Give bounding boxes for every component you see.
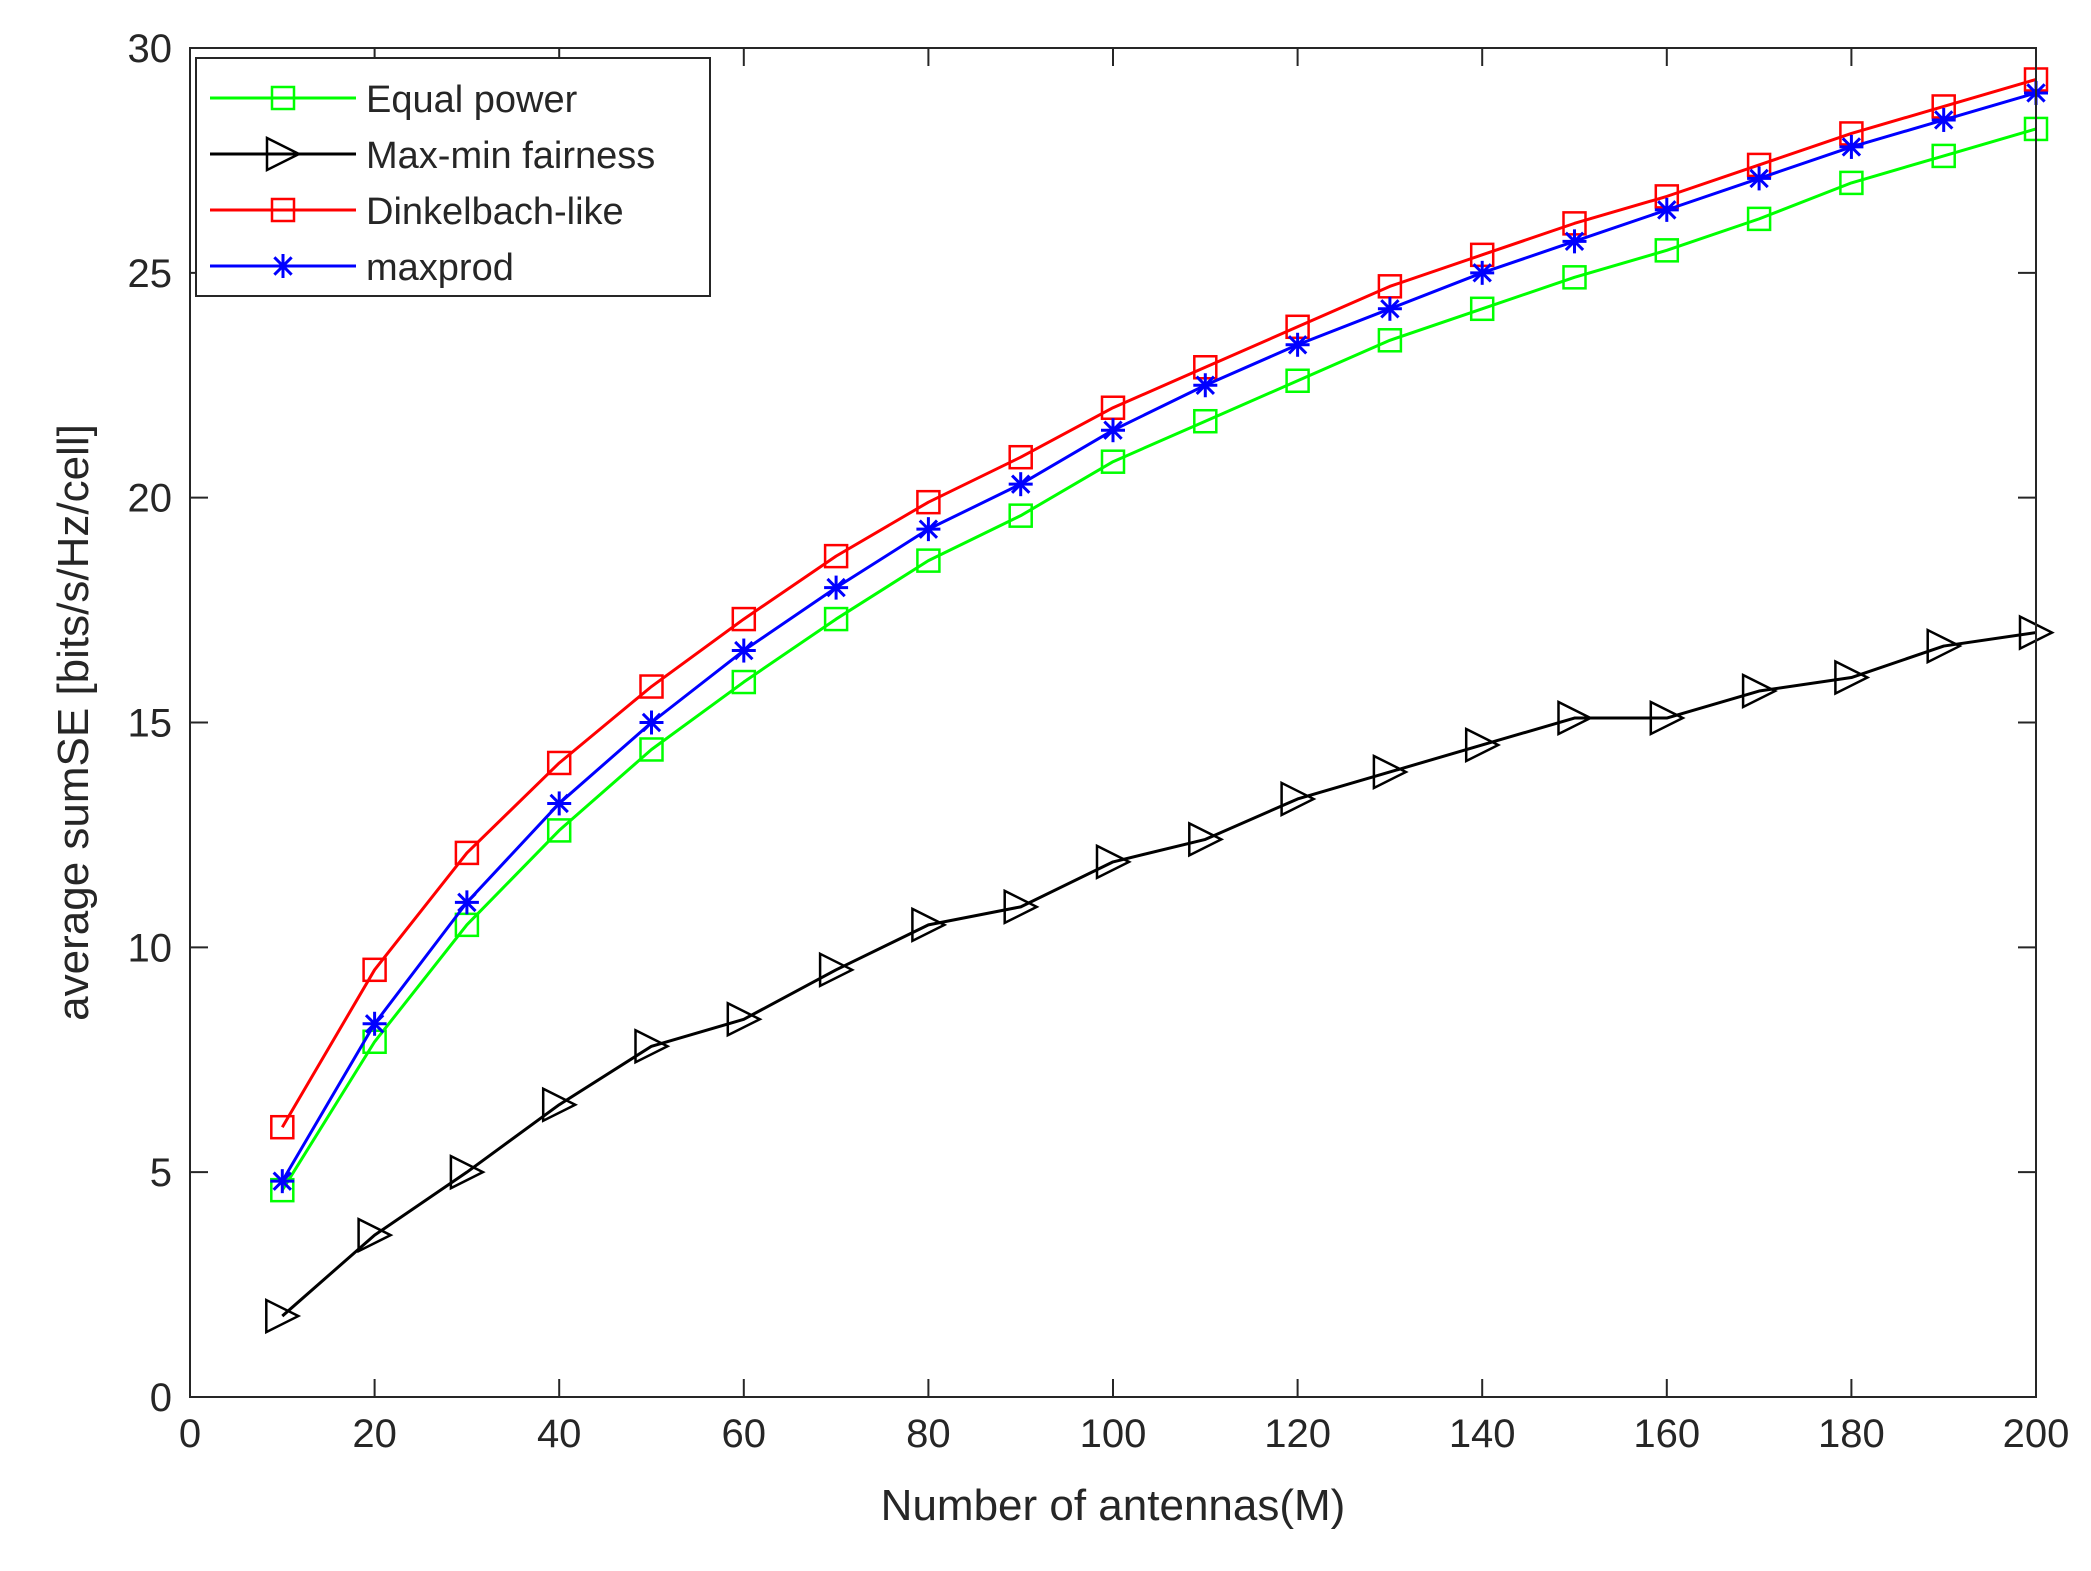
data-point-series-3-13 bbox=[1470, 260, 1495, 285]
data-point-series-2-7 bbox=[916, 489, 941, 515]
data-point-series-1-1 bbox=[357, 1217, 394, 1254]
data-point-series-0-18 bbox=[1931, 143, 1956, 169]
y-tick-label-3: 15 bbox=[128, 702, 173, 746]
data-point-series-1-13 bbox=[1464, 726, 1501, 764]
data-point-series-3-2 bbox=[454, 890, 479, 915]
data-point-series-3-15 bbox=[1654, 197, 1679, 222]
data-point-series-0-9 bbox=[1100, 449, 1126, 474]
x-tick-label-3: 60 bbox=[722, 1412, 767, 1456]
series-line-0 bbox=[281, 127, 2037, 1191]
data-point-series-2-6 bbox=[823, 543, 849, 569]
legend-marker-2 bbox=[270, 197, 296, 223]
data-point-series-1-4 bbox=[634, 1028, 671, 1065]
data-point-series-0-14 bbox=[1562, 265, 1587, 290]
data-point-series-2-0 bbox=[270, 1114, 295, 1140]
legend-marker-3 bbox=[271, 254, 295, 278]
data-point-series-0-15 bbox=[1654, 238, 1680, 263]
data-point-series-3-18 bbox=[1931, 107, 1956, 132]
data-point-series-3-7 bbox=[916, 517, 941, 542]
data-point-series-1-12 bbox=[1372, 753, 1409, 790]
data-point-series-3-12 bbox=[1377, 296, 1402, 321]
y-axis-label: average sumSE [bits/s/Hz/cell] bbox=[49, 424, 98, 1021]
legend-marker-1 bbox=[265, 135, 302, 173]
data-point-series-2-2 bbox=[454, 840, 480, 866]
data-point-series-1-8 bbox=[1003, 888, 1040, 925]
data-point-series-0-8 bbox=[1008, 503, 1033, 528]
legend-label-0: Equal power bbox=[366, 79, 578, 121]
y-tick-label-6: 30 bbox=[128, 27, 173, 71]
data-point-series-0-16 bbox=[1746, 206, 1772, 232]
data-point-series-1-7 bbox=[911, 906, 948, 943]
data-point-series-0-17 bbox=[1839, 170, 1864, 196]
legend-label-1: Max-min fairness bbox=[366, 135, 655, 177]
series-line-2 bbox=[281, 78, 2037, 1128]
data-point-series-0-10 bbox=[1193, 408, 1218, 434]
x-tick-label-7: 140 bbox=[1449, 1412, 1516, 1456]
data-point-series-0-4 bbox=[639, 737, 664, 762]
x-tick-label-4: 80 bbox=[906, 1412, 951, 1456]
data-point-series-0-3 bbox=[546, 818, 572, 843]
y-tick-label-0: 0 bbox=[150, 1376, 172, 1420]
data-point-series-3-14 bbox=[1562, 229, 1587, 254]
data-point-series-1-10 bbox=[1188, 821, 1225, 858]
data-point-series-1-14 bbox=[1557, 699, 1594, 737]
data-point-series-3-5 bbox=[731, 638, 756, 663]
data-point-series-3-17 bbox=[1839, 134, 1864, 159]
data-point-series-3-11 bbox=[1285, 332, 1310, 357]
data-point-series-2-8 bbox=[1008, 444, 1033, 470]
data-point-series-3-0 bbox=[270, 1169, 295, 1194]
data-point-series-1-0 bbox=[265, 1298, 302, 1335]
data-point-series-1-2 bbox=[449, 1154, 486, 1191]
x-tick-label-5: 100 bbox=[1080, 1412, 1147, 1456]
data-point-series-3-16 bbox=[1747, 166, 1772, 191]
data-point-series-3-3 bbox=[547, 791, 572, 816]
data-point-series-0-7 bbox=[916, 548, 941, 573]
x-tick-label-1: 20 bbox=[352, 1412, 397, 1456]
data-point-series-0-5 bbox=[731, 669, 757, 695]
data-point-series-2-5 bbox=[731, 606, 757, 632]
y-tick-label-2: 10 bbox=[128, 926, 173, 970]
x-axis-label: Number of antennas(M) bbox=[881, 1481, 1346, 1530]
x-tick-label-0: 0 bbox=[179, 1412, 201, 1456]
data-point-series-1-17 bbox=[1834, 659, 1871, 696]
data-point-series-1-6 bbox=[818, 951, 855, 988]
data-point-series-1-15 bbox=[1649, 699, 1686, 737]
data-point-series-3-9 bbox=[1101, 418, 1125, 443]
data-point-series-3-10 bbox=[1193, 373, 1218, 398]
data-point-series-1-18 bbox=[1926, 628, 1963, 665]
data-point-series-3-6 bbox=[824, 575, 849, 600]
data-point-series-0-11 bbox=[1285, 368, 1310, 394]
data-point-series-1-3 bbox=[541, 1086, 578, 1123]
data-point-series-0-13 bbox=[1469, 296, 1495, 322]
series-line-3 bbox=[281, 91, 2037, 1182]
data-point-series-3-4 bbox=[639, 710, 664, 735]
data-point-series-1-5 bbox=[726, 1001, 763, 1038]
x-tick-label-9: 180 bbox=[1818, 1412, 1885, 1456]
data-point-series-1-9 bbox=[1095, 843, 1132, 880]
data-point-series-3-1 bbox=[362, 1011, 387, 1036]
legend-label-3: maxprod bbox=[366, 247, 514, 289]
data-point-series-1-11 bbox=[1280, 780, 1317, 817]
data-point-series-2-1 bbox=[362, 957, 387, 983]
y-tick-label-4: 20 bbox=[128, 477, 173, 521]
y-tick-label-5: 25 bbox=[128, 252, 173, 296]
x-tick-label-10: 200 bbox=[2003, 1412, 2070, 1456]
x-tick-label-6: 120 bbox=[1264, 1412, 1331, 1456]
data-point-series-0-12 bbox=[1377, 328, 1403, 353]
data-point-series-2-4 bbox=[639, 674, 664, 699]
data-point-series-0-6 bbox=[823, 606, 849, 632]
x-tick-label-8: 160 bbox=[1633, 1412, 1700, 1456]
y-tick-label-1: 5 bbox=[150, 1151, 172, 1195]
legend-label-2: Dinkelbach-like bbox=[366, 191, 624, 233]
legend-marker-0 bbox=[270, 85, 296, 111]
data-point-series-1-16 bbox=[1741, 673, 1778, 710]
data-point-series-3-8 bbox=[1008, 472, 1033, 497]
x-tick-label-2: 40 bbox=[537, 1412, 582, 1456]
data-point-series-2-3 bbox=[546, 750, 572, 776]
